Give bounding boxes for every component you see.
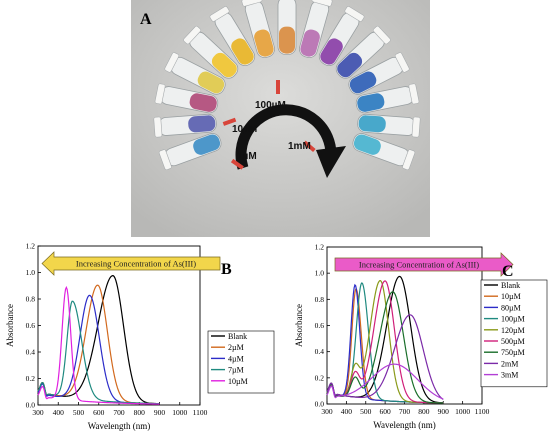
y-tick-label: 0.0 [315,400,325,409]
chart-panel-c: 300 400 500 600 700 800 900 1000 1100 0.0 0.2 0.4 0.… [294,243,547,431]
y-tick-label: 0.6 [315,321,325,330]
legend-label: 500µM [501,337,525,346]
x-axis-label: Wavelength (nm) [88,421,151,431]
legend-label: 10µM [228,377,248,386]
legend: Blank 2µM 4µM 7µM 10µM [208,331,274,393]
legend: Blank 10µM 80µM 100µM 120µM 500µM 750µM 2mM 3mM [481,280,547,387]
legend-label: 4µM [228,354,244,363]
panel-letter: B [221,261,232,278]
x-tick-label: 800 [134,408,146,417]
legend-label: 750µM [501,348,525,357]
x-axis-label: Wavelength (nm) [373,420,436,430]
legend-label: 3mM [501,371,518,380]
x-tick-label: 900 [438,407,450,416]
y-tick-label: 0.6 [26,321,36,330]
y-tick-label: 0.8 [26,295,36,304]
legend-label: 10µM [501,292,521,301]
legend-label: 80µM [501,303,521,312]
x-tick-label: 900 [154,408,166,417]
x-tick-label: 700 [399,407,411,416]
legend-label: 7µM [228,366,244,375]
legend-label: 2mM [501,359,518,368]
legend-label: Blank [228,332,247,341]
y-tick-label: 1.0 [315,269,325,278]
concentration-arrow-text: Increasing Concentration of As(III) [359,260,479,270]
y-tick-label: 1.0 [26,268,36,277]
y-axis-label: Absorbance [5,304,15,347]
legend-label: Blank [501,281,520,290]
legend-label: 120µM [501,326,525,335]
y-tick-label: 0.2 [26,374,36,383]
x-tick-label: 400 [341,407,353,416]
y-axis-label: Absorbance [294,304,304,347]
y-tick-label: 1.2 [26,242,36,251]
x-tick-label: 400 [53,408,65,417]
x-tick-label: 1100 [475,407,490,416]
x-tick-label: 800 [418,407,430,416]
x-tick-label: 700 [113,408,125,417]
concentration-arrow-text: Increasing Concentration of As(III) [76,259,196,269]
y-tick-label: 0.2 [315,373,325,382]
panel-letter: C [502,263,514,280]
x-tick-label: 600 [380,407,392,416]
chart-panel-b: 300 400 500 600 700 800 900 1000 11000.00.20.40.… [5,242,274,432]
y-tick-label: 1.2 [315,243,325,252]
y-tick-label: 0.0 [26,401,36,410]
x-tick-label: 500 [360,407,372,416]
legend-label: 100µM [501,315,525,324]
x-tick-label: 1000 [172,408,187,417]
x-tick-label: 500 [73,408,85,417]
y-tick-label: 0.8 [315,295,325,304]
x-tick-label: 600 [93,408,105,417]
x-tick-label: 1100 [193,408,208,417]
legend-label: 2µM [228,343,244,352]
y-tick-label: 0.4 [26,348,36,357]
y-tick-label: 0.4 [315,347,325,356]
x-tick-label: 1000 [455,407,470,416]
